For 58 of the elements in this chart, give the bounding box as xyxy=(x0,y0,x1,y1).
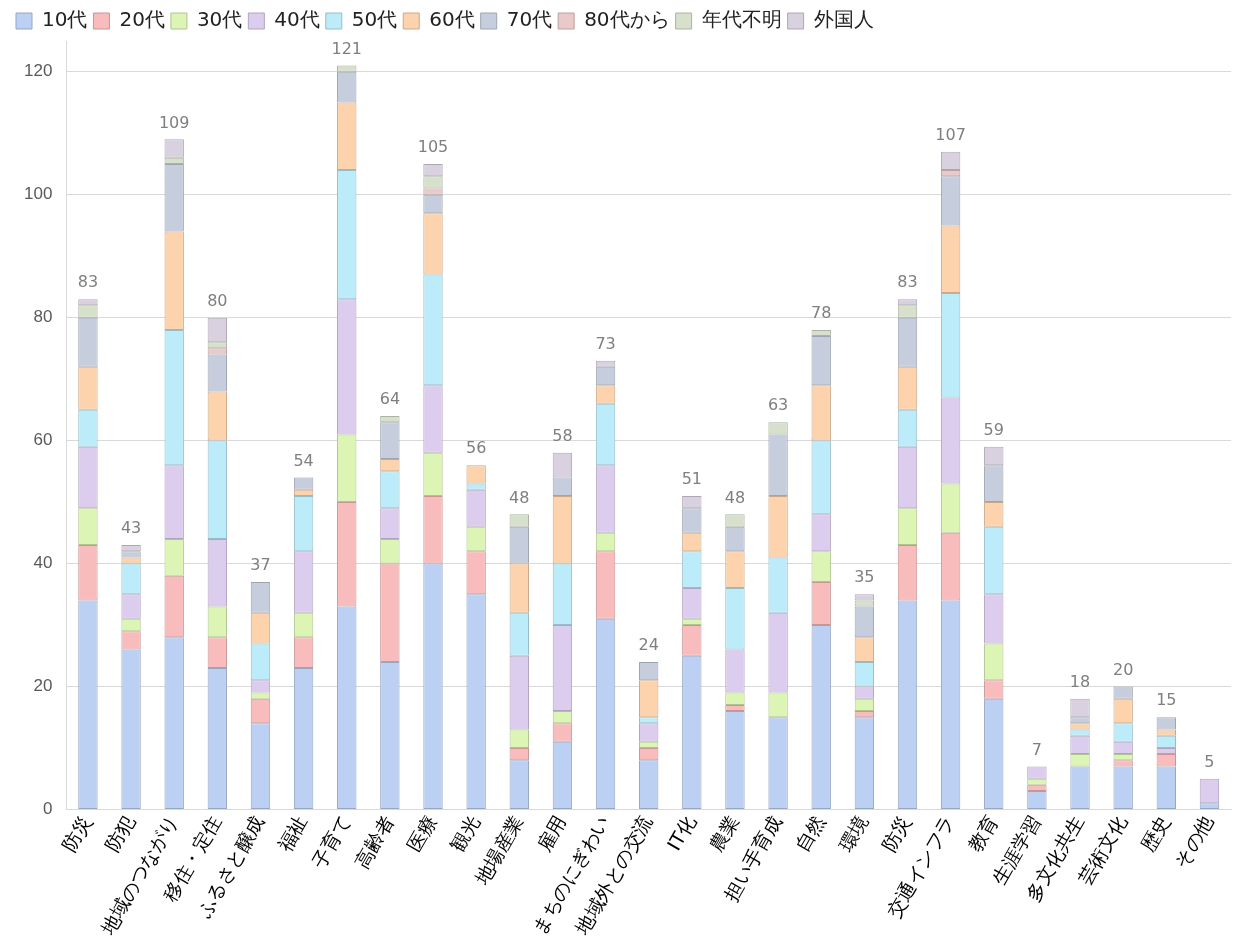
total-label: 63 xyxy=(767,395,789,415)
y-tick-label: 80 xyxy=(33,307,53,327)
legend-label: 30代 xyxy=(196,7,243,32)
x-tick-label: 観光 xyxy=(445,811,484,856)
total-label: 24 xyxy=(638,635,659,655)
legend-label: 80代から xyxy=(584,7,670,32)
x-tick-label: 教育 xyxy=(963,811,1002,856)
total-label: 7 xyxy=(1031,739,1042,759)
x-tick-label: 防災 xyxy=(877,811,916,856)
x-tick-label: 雇用 xyxy=(532,811,571,856)
total-label: 48 xyxy=(724,487,746,507)
x-tick-label: 環境 xyxy=(834,811,873,856)
x-tick-label: 歴史 xyxy=(1135,811,1175,856)
legend-label: 50代 xyxy=(351,7,398,32)
legend-label: 年代不明 xyxy=(701,7,782,32)
total-label: 121 xyxy=(331,38,363,58)
x-tick-label: IT化 xyxy=(662,811,700,854)
x-tick-label: 福祉 xyxy=(273,811,312,856)
total-label: 64 xyxy=(379,389,401,409)
total-label: 80 xyxy=(207,290,228,310)
total-label: 83 xyxy=(897,272,918,292)
total-label: 54 xyxy=(293,450,314,470)
x-tick-label: 農業 xyxy=(704,811,743,856)
total-label: 43 xyxy=(120,518,142,538)
total-label: 83 xyxy=(77,272,99,292)
legend-label: 20代 xyxy=(119,7,165,32)
legend-label: 10代 xyxy=(42,7,88,32)
x-tick-label: 自然 xyxy=(790,811,829,856)
total-label: 37 xyxy=(250,555,271,575)
y-tick-label: 40 xyxy=(33,553,53,573)
total-label: 5 xyxy=(1204,751,1215,771)
total-label: 51 xyxy=(681,469,702,489)
total-label: 73 xyxy=(595,333,616,353)
legend-label: 60代 xyxy=(429,7,475,32)
total-label: 15 xyxy=(1156,690,1177,710)
total-label: 107 xyxy=(935,124,966,144)
y-tick-label: 20 xyxy=(33,676,53,696)
x-tick-label: 防災 xyxy=(57,811,96,856)
y-tick-label: 0 xyxy=(42,799,53,819)
x-tick-label: 高齢者 xyxy=(350,811,398,872)
total-label: 109 xyxy=(158,112,190,132)
y-tick-label: 100 xyxy=(23,184,53,204)
total-label: 59 xyxy=(983,419,1004,439)
x-tick-label: 医療 xyxy=(402,811,441,856)
legend-label: 40代 xyxy=(274,7,320,32)
total-label: 105 xyxy=(417,137,449,157)
total-label: 56 xyxy=(465,438,487,458)
x-tick-label: 防犯 xyxy=(100,811,139,856)
legend-label: 70代 xyxy=(506,7,553,32)
legend-label: 外国人 xyxy=(813,7,874,32)
total-label: 18 xyxy=(1069,671,1091,691)
y-tick-label: 120 xyxy=(23,61,53,81)
total-label: 78 xyxy=(811,303,832,323)
total-label: 48 xyxy=(509,487,530,507)
total-label: 58 xyxy=(552,426,573,446)
total-label: 35 xyxy=(854,567,875,587)
y-tick-label: 60 xyxy=(33,430,53,450)
total-label: 20 xyxy=(1112,659,1134,679)
